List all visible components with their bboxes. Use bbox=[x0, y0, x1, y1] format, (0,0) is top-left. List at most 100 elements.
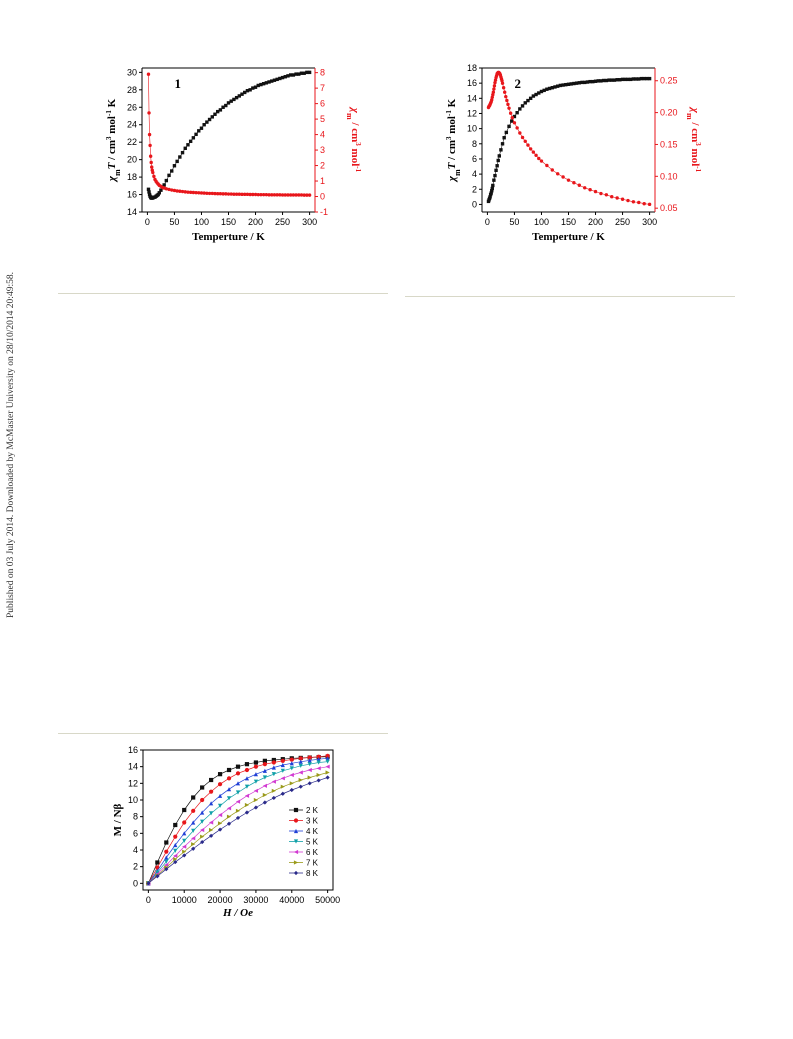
data-point bbox=[217, 812, 223, 818]
legend-marker bbox=[293, 870, 299, 876]
data-point bbox=[507, 124, 511, 129]
data-point bbox=[164, 178, 169, 183]
y-axis-title-part: T bbox=[106, 161, 118, 169]
series-line bbox=[148, 72, 310, 199]
data-point bbox=[248, 88, 252, 92]
y-tick-label: 0 bbox=[472, 199, 477, 209]
x-tick-label: 40000 bbox=[279, 895, 304, 905]
data-point bbox=[593, 189, 598, 194]
data-point bbox=[162, 183, 166, 187]
x-tick-label: 0 bbox=[146, 895, 151, 905]
x-axis-title: H / Oe bbox=[222, 907, 253, 919]
data-point bbox=[218, 192, 223, 196]
legend-marker bbox=[293, 818, 299, 823]
panel-label: 1 bbox=[174, 76, 181, 91]
data-point bbox=[539, 159, 544, 163]
data-point bbox=[235, 781, 241, 786]
data-point bbox=[599, 79, 603, 83]
data-point bbox=[243, 90, 247, 95]
data-point bbox=[186, 190, 190, 194]
data-point bbox=[164, 849, 169, 854]
data-point bbox=[217, 821, 223, 826]
data-point bbox=[173, 848, 178, 853]
data-point bbox=[637, 77, 641, 81]
data-point bbox=[155, 870, 160, 875]
panel-label: 2 bbox=[514, 76, 521, 91]
data-point bbox=[270, 193, 274, 197]
y-tick-label: 8 bbox=[133, 812, 138, 822]
data-point bbox=[237, 94, 242, 98]
x-tick-label: 150 bbox=[221, 217, 236, 227]
data-point bbox=[298, 784, 303, 789]
data-point bbox=[294, 193, 298, 197]
data-point bbox=[253, 779, 259, 784]
data-point bbox=[197, 129, 201, 133]
data-point bbox=[173, 842, 178, 848]
y2-axis-title: χm / cm3 mol-1 bbox=[346, 106, 363, 173]
data-point bbox=[213, 112, 217, 116]
data-point bbox=[271, 757, 276, 763]
data-point bbox=[623, 77, 627, 82]
data-point bbox=[256, 83, 260, 88]
y-axis-title-part: 3 bbox=[105, 136, 113, 140]
y-tick-label: 6 bbox=[472, 154, 477, 164]
data-point bbox=[191, 136, 196, 140]
data-point bbox=[205, 191, 209, 195]
data-point bbox=[224, 192, 228, 196]
data-point bbox=[297, 72, 301, 76]
data-point bbox=[205, 120, 209, 124]
data-point bbox=[221, 105, 225, 109]
x-tick-label: 300 bbox=[302, 217, 317, 227]
data-point bbox=[588, 79, 592, 84]
data-point bbox=[182, 807, 187, 813]
section-rule-3 bbox=[58, 733, 388, 734]
data-point bbox=[164, 855, 169, 860]
y2-axis-title-part: / cm bbox=[689, 120, 701, 143]
y-axis-title-part: -1 bbox=[445, 110, 453, 116]
data-point bbox=[167, 187, 171, 192]
data-point bbox=[307, 758, 312, 763]
y-tick-label: 30 bbox=[127, 67, 137, 77]
data-point bbox=[618, 78, 622, 82]
data-point bbox=[217, 827, 223, 832]
y-tick-label: 16 bbox=[128, 745, 138, 755]
y2-tick-label: 0.05 bbox=[660, 203, 678, 213]
data-point bbox=[491, 183, 495, 188]
data-point bbox=[316, 760, 321, 765]
data-point bbox=[152, 174, 156, 179]
data-point bbox=[234, 192, 239, 196]
data-point bbox=[191, 795, 196, 800]
data-point bbox=[182, 820, 187, 825]
data-point bbox=[537, 156, 541, 161]
data-point bbox=[291, 193, 296, 197]
data-point bbox=[180, 150, 185, 155]
data-point bbox=[520, 104, 525, 108]
data-point bbox=[191, 808, 196, 813]
data-point bbox=[307, 781, 312, 786]
data-point bbox=[217, 793, 223, 798]
data-point bbox=[188, 139, 193, 144]
data-point bbox=[307, 70, 312, 75]
data-point bbox=[572, 81, 576, 86]
data-point bbox=[275, 193, 279, 197]
data-point bbox=[170, 188, 174, 192]
y2-tick-label: 0.20 bbox=[660, 108, 678, 118]
y-tick-label: 14 bbox=[127, 207, 137, 217]
data-point bbox=[503, 90, 507, 94]
x-tick-label: 250 bbox=[275, 217, 290, 227]
data-point bbox=[209, 820, 214, 825]
data-point bbox=[569, 82, 573, 86]
data-point bbox=[226, 192, 231, 196]
data-point bbox=[515, 126, 519, 130]
data-point bbox=[280, 776, 285, 781]
data-point bbox=[523, 101, 527, 105]
data-point bbox=[289, 766, 294, 771]
y-tick-label: 26 bbox=[127, 102, 137, 112]
data-point bbox=[505, 98, 509, 103]
y-tick-label: 16 bbox=[127, 190, 137, 200]
legend-label: 3 K bbox=[306, 817, 319, 826]
data-point bbox=[490, 98, 494, 102]
data-point bbox=[280, 758, 285, 763]
data-point bbox=[599, 191, 603, 196]
data-point bbox=[226, 796, 232, 801]
